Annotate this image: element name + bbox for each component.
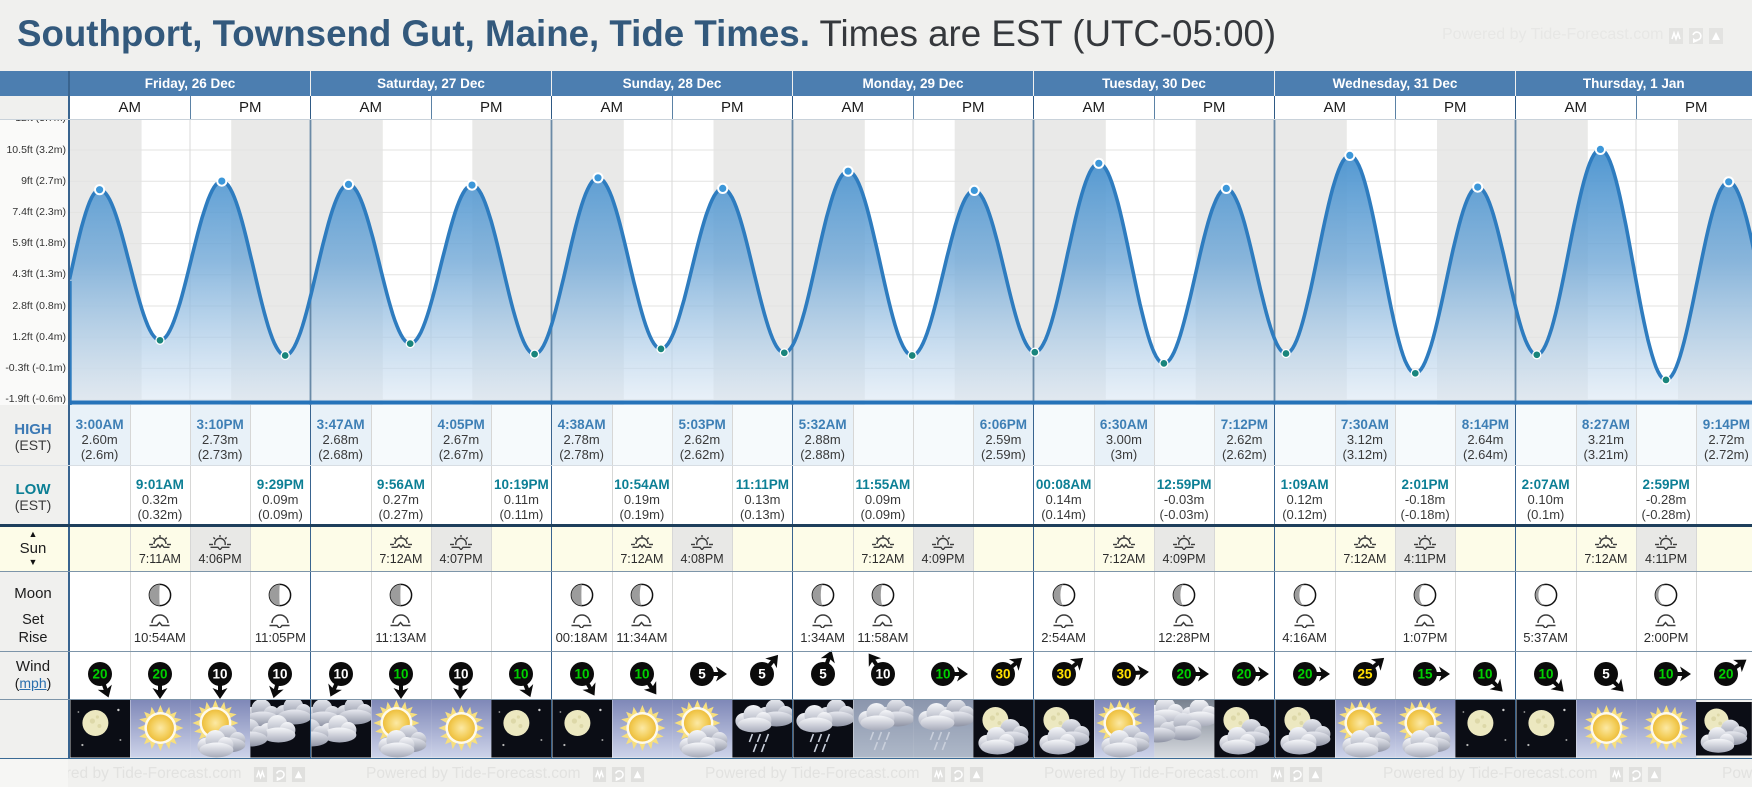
- svg-text:10: 10: [1478, 667, 1493, 682]
- svg-text:5: 5: [698, 667, 706, 682]
- svg-text:5: 5: [819, 667, 827, 682]
- svg-text:10: 10: [273, 667, 288, 682]
- svg-text:30: 30: [1116, 667, 1131, 682]
- svg-text:5: 5: [759, 667, 767, 682]
- svg-text:10: 10: [936, 667, 951, 682]
- svg-text:10: 10: [875, 667, 890, 682]
- svg-text:10: 10: [454, 667, 469, 682]
- svg-text:25: 25: [1357, 667, 1373, 682]
- svg-text:30: 30: [1056, 667, 1071, 682]
- svg-text:10: 10: [393, 667, 408, 682]
- svg-text:10: 10: [213, 667, 228, 682]
- svg-text:15: 15: [1418, 667, 1434, 682]
- svg-text:20: 20: [1719, 667, 1734, 682]
- svg-text:30: 30: [996, 667, 1011, 682]
- svg-text:10: 10: [1659, 667, 1674, 682]
- svg-text:10: 10: [514, 667, 529, 682]
- svg-text:20: 20: [1177, 667, 1192, 682]
- svg-text:20: 20: [92, 667, 107, 682]
- svg-text:5: 5: [1602, 667, 1610, 682]
- svg-text:10: 10: [1538, 667, 1553, 682]
- svg-text:10: 10: [634, 667, 649, 682]
- svg-text:20: 20: [1297, 667, 1312, 682]
- svg-text:10: 10: [574, 667, 589, 682]
- svg-text:20: 20: [152, 667, 167, 682]
- svg-text:10: 10: [333, 667, 348, 682]
- svg-text:20: 20: [1237, 667, 1252, 682]
